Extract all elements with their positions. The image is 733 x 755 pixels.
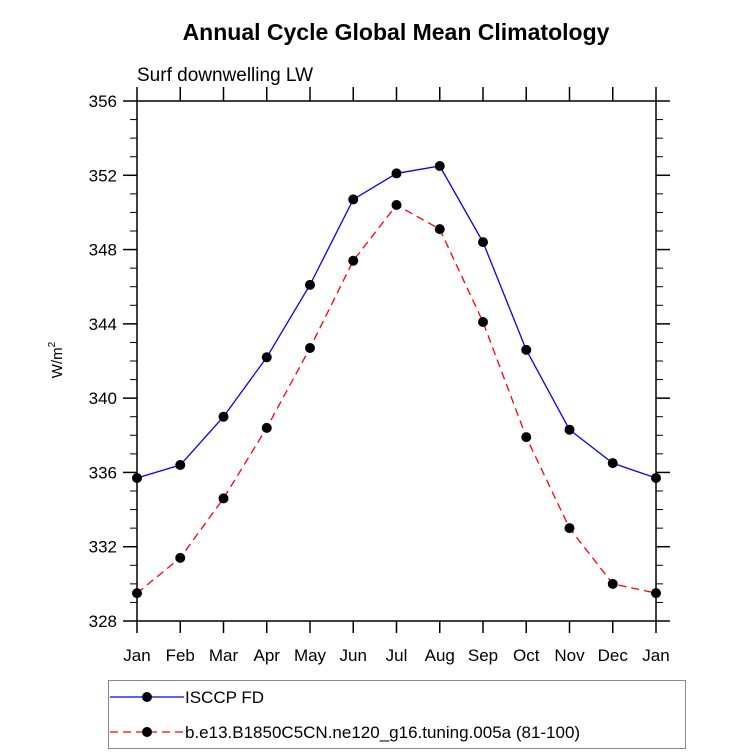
data-point — [305, 279, 315, 290]
data-point — [434, 224, 445, 235]
svg-text:W/m2: W/m2 — [47, 341, 66, 378]
legend-marker-1 — [142, 692, 152, 702]
legend-box — [108, 680, 686, 749]
data-point — [391, 168, 402, 179]
data-point — [564, 523, 575, 534]
data-point — [305, 343, 315, 353]
plot-frame — [136, 100, 657, 622]
data-point — [218, 411, 229, 422]
x-tick-label: Aug — [425, 646, 455, 665]
data-point — [175, 460, 186, 470]
y-tick-label: 348 — [89, 241, 117, 260]
data-point — [434, 161, 445, 171]
x-tick-label: Oct — [513, 646, 540, 665]
data-point — [564, 424, 575, 435]
data-point — [391, 200, 402, 210]
legend-label-1: ISCCP FD — [185, 688, 264, 707]
x-tick-label: Jan — [123, 646, 150, 665]
series-line — [136, 204, 657, 594]
x-tick-label: Jul — [386, 646, 408, 665]
data-point — [521, 344, 532, 355]
y-axis-label: W/m2 — [47, 341, 66, 378]
data-point — [348, 255, 359, 266]
x-tick-label: Nov — [554, 646, 585, 665]
legend-marker-2 — [142, 727, 152, 737]
y-tick-label: 356 — [89, 92, 117, 111]
y-tick-label: 332 — [89, 538, 117, 557]
legend-label-2: b.e13.B1850C5CN.ne120_g16.tuning.005a (8… — [185, 723, 580, 742]
x-tick-label: Jun — [340, 646, 367, 665]
chart-title: Annual Cycle Global Mean Climatology — [183, 19, 610, 45]
data-point — [132, 473, 142, 483]
y-tick-label: 328 — [89, 612, 117, 631]
y-axis-label-superscript: 2 — [47, 341, 58, 347]
data-point — [175, 552, 186, 563]
data-point — [261, 352, 272, 363]
data-point — [607, 578, 618, 589]
data-point — [132, 588, 142, 599]
data-point — [651, 588, 661, 599]
chart-subtitle: Surf downwelling LW — [137, 65, 313, 86]
series-line — [136, 165, 657, 479]
data-point — [651, 473, 661, 483]
axes: 328 332 336 340 344 348 352 356 Jan Feb Mar Apr May J… — [89, 87, 670, 665]
data-point — [218, 493, 229, 504]
y-tick-label: 336 — [89, 463, 117, 482]
x-tick-label: Feb — [166, 646, 195, 665]
data-point — [261, 422, 272, 433]
x-tick-label: Sep — [468, 646, 498, 665]
plot-area — [132, 161, 661, 599]
legend: ISCCP FD b.e13.B1850C5CN.ne120_g16.tuning… — [108, 680, 686, 749]
series-1 — [132, 161, 661, 483]
x-tick-label: May — [294, 646, 327, 665]
y-tick-label: 344 — [89, 315, 117, 334]
x-tick-label: Jan — [642, 646, 669, 665]
x-tick-label: Mar — [209, 646, 239, 665]
y-axis-label-text: W/m — [49, 347, 66, 378]
data-point — [348, 194, 359, 205]
x-tick-label: Dec — [598, 646, 629, 665]
x-tick-label: Apr — [254, 646, 281, 665]
y-tick-label: 340 — [89, 389, 117, 408]
y-tick-label: 352 — [89, 166, 117, 185]
data-point — [478, 317, 488, 327]
data-point — [607, 458, 618, 469]
data-point — [478, 237, 488, 248]
series-2 — [132, 200, 661, 599]
data-point — [521, 432, 532, 443]
